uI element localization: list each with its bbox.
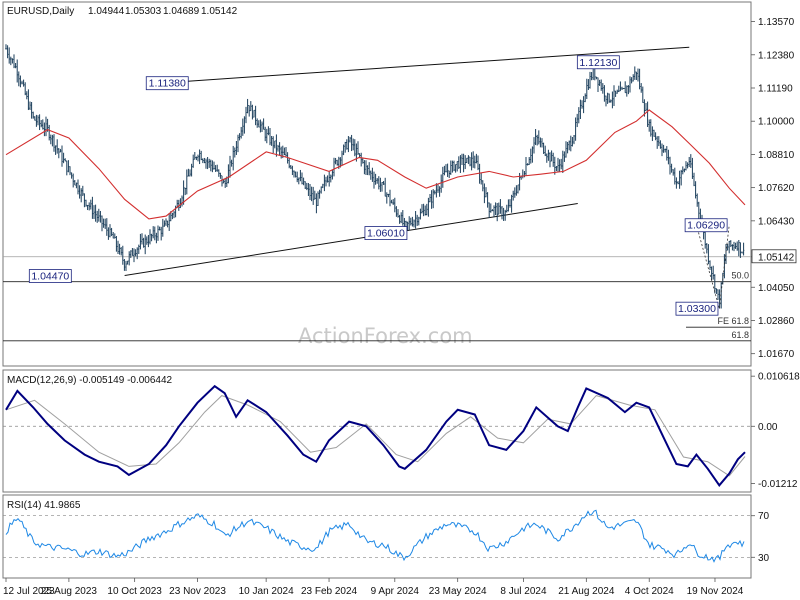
price-axis-tick: 1.13570 bbox=[758, 17, 795, 28]
current-price-box bbox=[751, 249, 797, 264]
price-axis-tick: 1.10000 bbox=[758, 117, 795, 128]
macd-axis-tick: 0.00 bbox=[758, 422, 778, 433]
level-label: 1.11380 bbox=[149, 78, 186, 90]
macd-line bbox=[5, 384, 746, 487]
price-axis-tick: 1.07620 bbox=[758, 183, 795, 194]
price-axis-tick: 1.12380 bbox=[758, 50, 795, 61]
ohlc-low: 1.04689 bbox=[163, 6, 200, 17]
ohlc-open: 1.04944 bbox=[88, 6, 125, 17]
x-axis-tick: 19 Nov 2024 bbox=[687, 586, 744, 597]
lower-trendline bbox=[124, 203, 578, 277]
macd-panel-frame bbox=[2, 369, 752, 493]
level-label: 1.12130 bbox=[579, 57, 617, 69]
macd-axis-tick: -0.01212 bbox=[758, 479, 798, 490]
level-label-box bbox=[684, 218, 728, 233]
macd-axis-tick: 0.010618 bbox=[758, 372, 800, 383]
watermark: ActionForex.com bbox=[298, 324, 473, 348]
x-axis-tick: 12 Jul 2023 bbox=[3, 586, 55, 597]
level-label: 1.03300 bbox=[678, 303, 716, 315]
x-axis-tick: 23 Nov 2023 bbox=[169, 586, 226, 597]
level-label-box bbox=[675, 301, 719, 316]
rsi-axis-tick: 70 bbox=[758, 511, 770, 522]
x-axis-tick: 23 May 2024 bbox=[429, 586, 487, 597]
fib-label: 61.8 bbox=[731, 330, 749, 340]
level-label-box bbox=[364, 226, 408, 240]
x-axis-tick: 9 Apr 2024 bbox=[371, 586, 420, 597]
macd-panel-title: MACD(12,26,9) -0.005149 -0.006442 bbox=[7, 375, 173, 386]
level-label-box bbox=[576, 55, 620, 70]
upper-trendline bbox=[166, 46, 690, 84]
level-label-box bbox=[28, 269, 72, 283]
rsi-panel-frame bbox=[2, 494, 752, 579]
price-axis-tick: 1.04050 bbox=[758, 283, 795, 294]
x-axis-tick: 8 Jul 2024 bbox=[500, 586, 547, 597]
price-panel-title: EURUSD,Daily bbox=[7, 6, 74, 17]
level-label: 1.06290 bbox=[687, 220, 725, 232]
x-axis-tick: 25 Aug 2023 bbox=[41, 586, 98, 597]
level-label: 1.06010 bbox=[367, 228, 405, 240]
x-axis-tick: 10 Oct 2023 bbox=[107, 586, 162, 597]
ohlc-high: 1.05303 bbox=[125, 6, 162, 17]
x-axis-tick: 4 Oct 2024 bbox=[625, 586, 674, 597]
x-axis-tick: 10 Jan 2024 bbox=[239, 586, 294, 597]
x-axis-tick: 21 Aug 2024 bbox=[558, 586, 615, 597]
price-axis-tick: 1.05142 bbox=[758, 252, 795, 263]
fib-label: 50.0 bbox=[731, 271, 749, 281]
rsi-axis-tick: 30 bbox=[758, 553, 770, 564]
moving-average-line bbox=[5, 109, 746, 220]
rsi-line bbox=[5, 509, 745, 563]
price-axis-tick: 1.02860 bbox=[758, 316, 795, 327]
price-axis-tick: 1.06430 bbox=[758, 216, 795, 227]
fib-label: FE 61.8 bbox=[717, 316, 749, 326]
rsi-panel-title: RSI(14) 41.9865 bbox=[7, 500, 81, 511]
projection-line-1 bbox=[696, 224, 720, 309]
price-axis-tick: 1.11190 bbox=[758, 84, 793, 95]
ohlc-close: 1.05142 bbox=[201, 6, 238, 17]
price-panel-frame bbox=[2, 1, 752, 367]
price-axis-tick: 1.08810 bbox=[758, 150, 795, 161]
level-label: 1.04470 bbox=[31, 271, 69, 283]
level-label-box bbox=[145, 76, 189, 91]
x-axis-tick: 23 Feb 2024 bbox=[301, 586, 358, 597]
price-axis-tick: 1.01670 bbox=[758, 349, 795, 360]
